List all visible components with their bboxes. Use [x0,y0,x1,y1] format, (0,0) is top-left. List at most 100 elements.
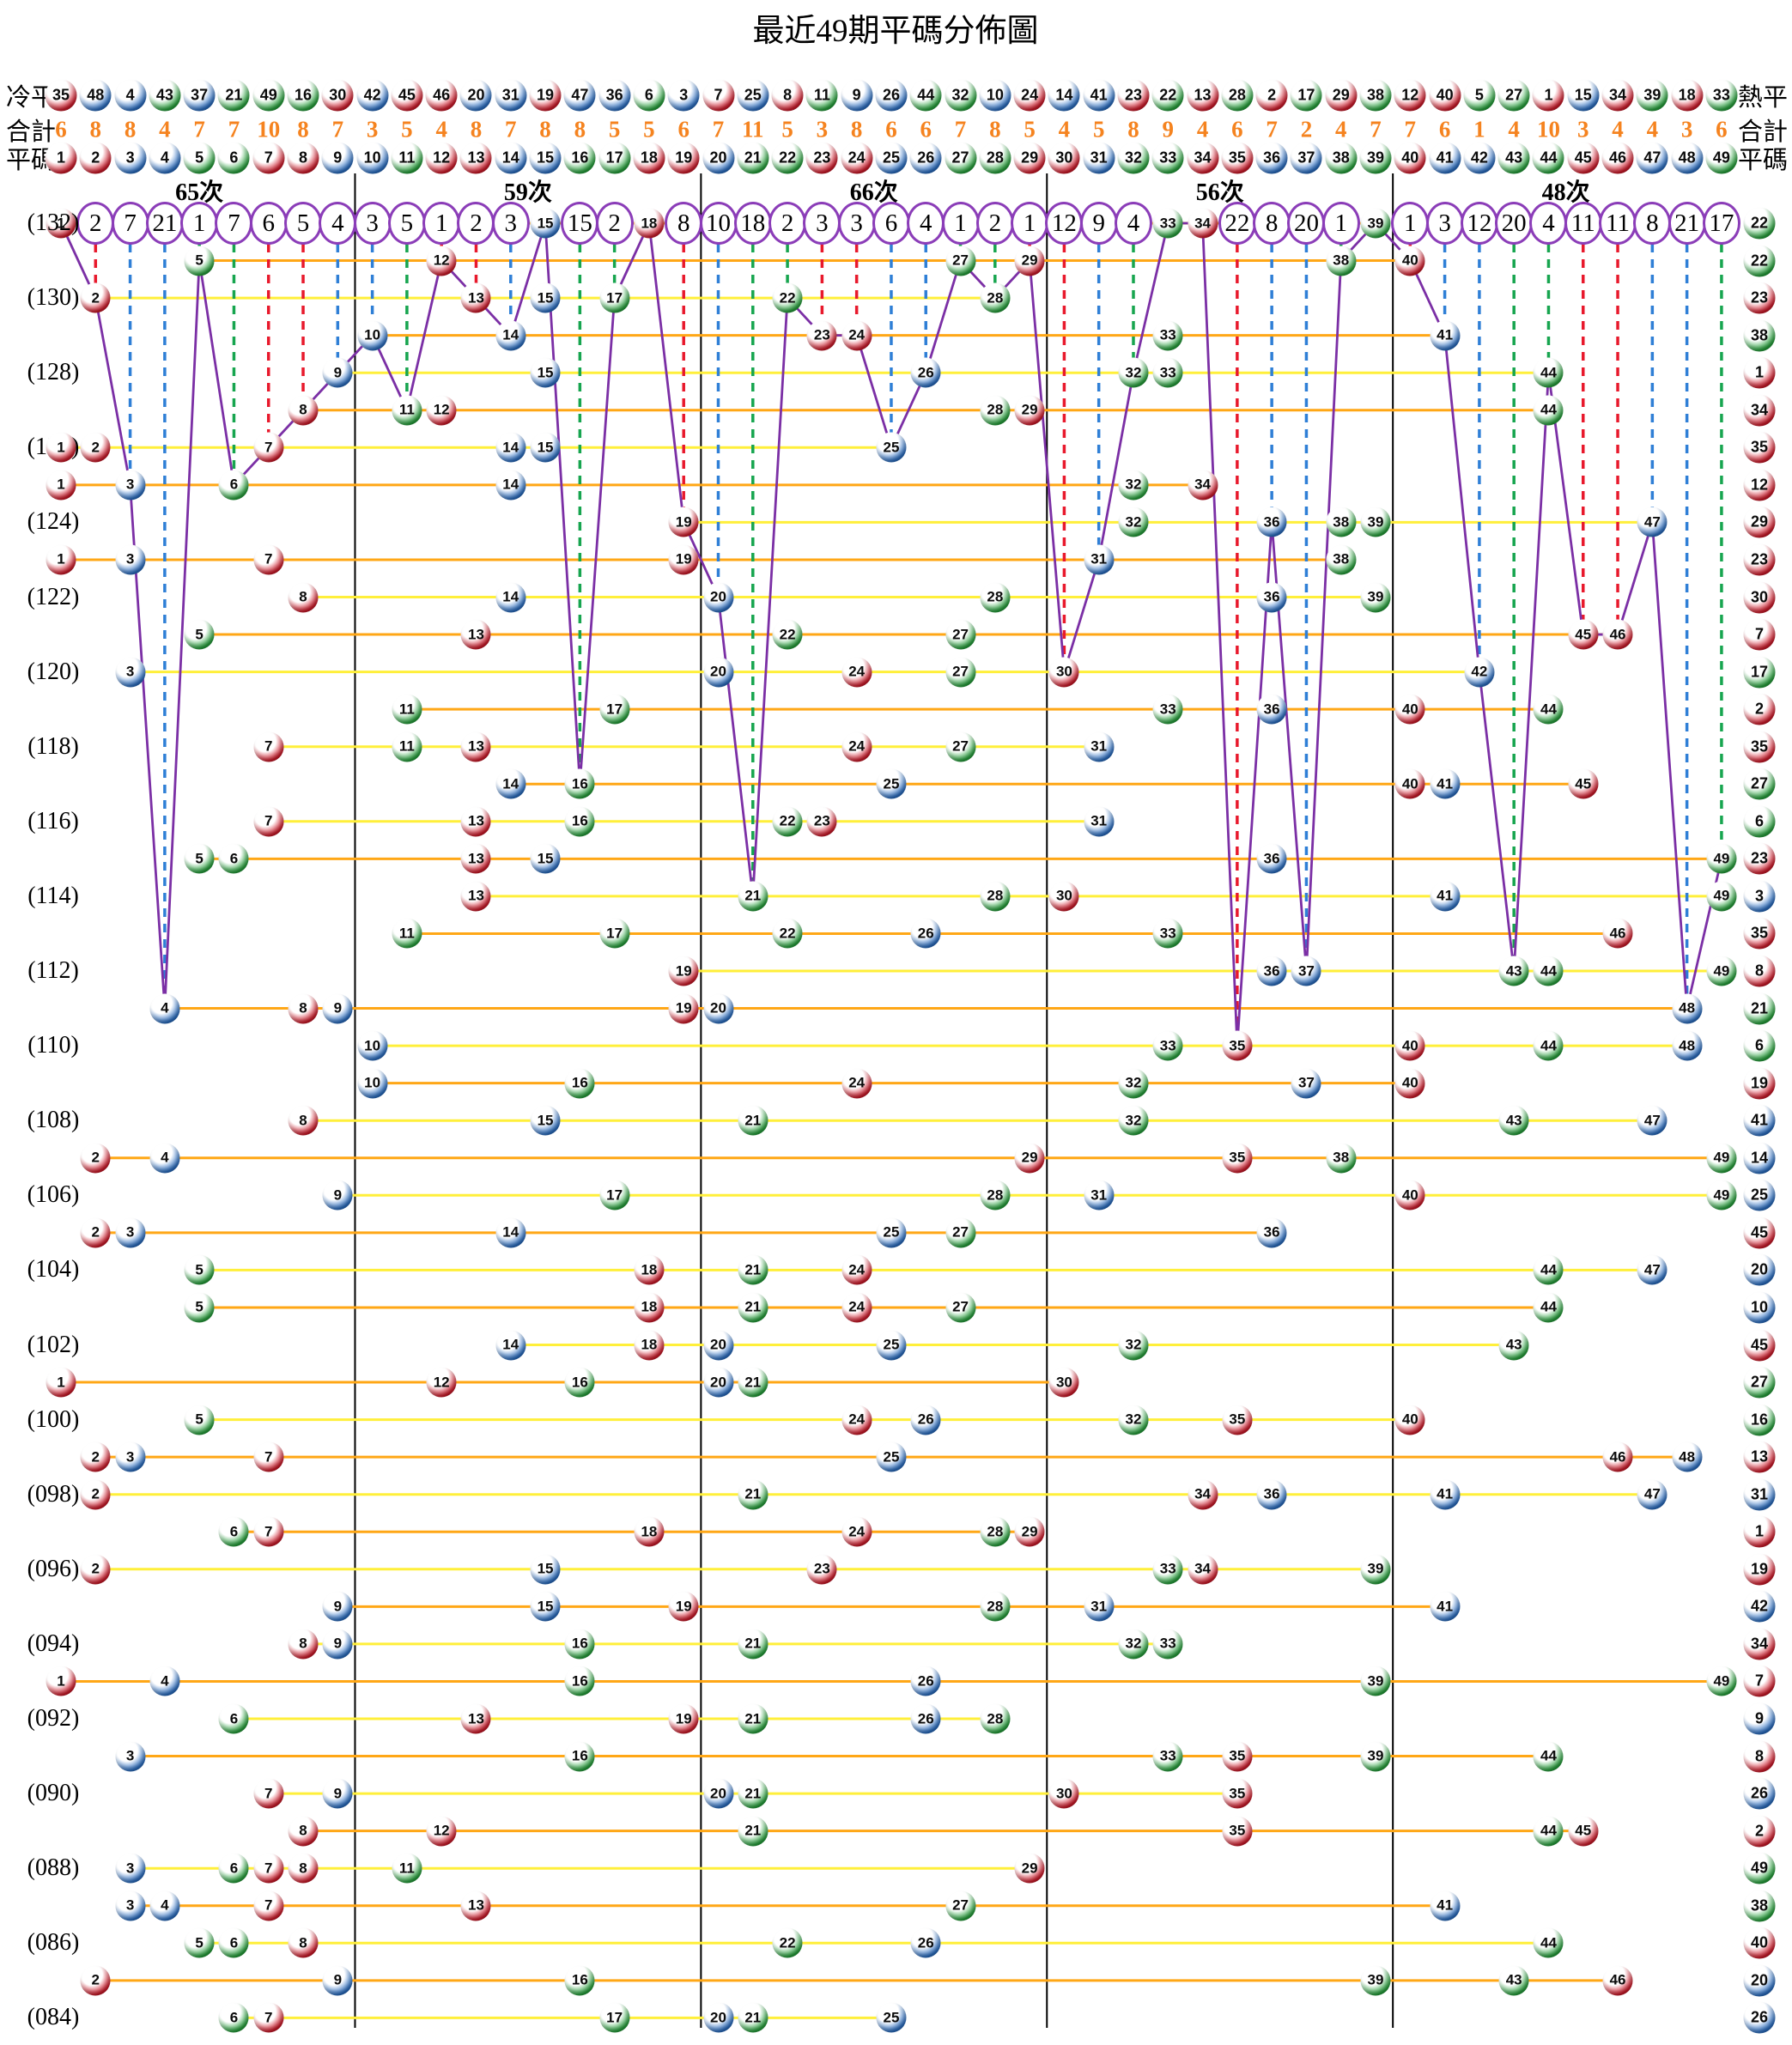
flatcode-header-ball-18: 18 [633,142,665,174]
ball-p86-n26: 26 [910,1927,941,1958]
ball-p110-n35: 35 [1222,1030,1253,1061]
ball-p126-n25: 25 [876,432,907,463]
ball-p106-n9: 9 [322,1180,353,1211]
row-label-106: (106) [27,1181,80,1209]
special-ball-p120: 17 [1743,656,1776,689]
row-label-130: (130) [27,284,80,312]
total-count-col47: 4 [1646,116,1659,143]
left-header-total-label: 合計 [5,118,57,146]
total-count-col40: 7 [1404,116,1417,143]
ball-p114-n41: 41 [1430,881,1461,912]
cold-order-ball-6: 6 [633,79,665,112]
total-count-col7: 10 [257,116,281,143]
total-count-col3: 8 [124,116,137,143]
flatcode-header-ball-2: 2 [79,142,112,174]
gap-circle-48: 21 [1667,202,1706,245]
ball-p93-n39: 39 [1360,1666,1391,1696]
ball-p85-n9: 9 [322,1965,353,1996]
ball-p107-n4: 4 [149,1143,180,1174]
total-count-col2: 8 [89,116,102,143]
total-count-col46: 4 [1612,116,1624,143]
ball-p86-n5: 5 [184,1927,215,1958]
ball-p94-n8: 8 [288,1629,319,1660]
total-count-col6: 7 [228,116,240,143]
ball-p101-n20: 20 [703,1367,733,1398]
ball-p118-n13: 13 [460,731,491,762]
ball-p91-n33: 33 [1152,1741,1183,1772]
special-ball-p117: 27 [1743,768,1776,800]
special-ball-p87: 38 [1743,1890,1776,1922]
special-ball-p103: 10 [1743,1291,1776,1324]
flatcode-header-ball-13: 13 [459,142,492,174]
ball-p111-n20: 20 [703,993,733,1024]
special-ball-p101: 27 [1743,1366,1776,1399]
ball-p125-n32: 32 [1118,470,1149,501]
ball-p112-n44: 44 [1533,956,1564,986]
ball-p108-n32: 32 [1118,1105,1149,1136]
gap-circle-41: 3 [1425,202,1464,245]
total-count-col21: 11 [742,116,764,143]
ball-p112-n36: 36 [1256,956,1287,986]
flatcode-header-ball-42: 42 [1463,142,1496,174]
ball-p120-n20: 20 [703,657,733,688]
ball-p115-n5: 5 [184,843,215,874]
ball-p84-n6: 6 [218,2002,249,2033]
cold-order-ball-33: 33 [1705,79,1738,112]
ball-p86-n6: 6 [218,1927,249,1958]
special-ball-p111: 21 [1743,992,1776,1025]
cold-order-ball-38: 38 [1359,79,1392,112]
ball-p115-n13: 13 [460,843,491,874]
flatcode-header-ball-44: 44 [1532,142,1564,174]
ball-p109-n24: 24 [841,1068,872,1099]
flatcode-header-ball-6: 6 [217,142,250,174]
special-ball-p128: 1 [1743,356,1776,389]
ball-p106-n17: 17 [599,1180,630,1211]
flatcode-header-ball-29: 29 [1013,142,1046,174]
ball-p115-n15: 15 [530,843,561,874]
ball-p101-n21: 21 [738,1367,768,1398]
special-ball-p119: 2 [1743,693,1776,725]
total-count-col44: 10 [1536,116,1560,143]
flatcode-header-ball-39: 39 [1359,142,1392,174]
ball-p100-n32: 32 [1118,1405,1149,1435]
ball-p112-n49: 49 [1706,956,1737,986]
flatcode-header-ball-45: 45 [1567,142,1600,174]
special-ball-p84: 26 [1743,2001,1776,2034]
ball-p103-n18: 18 [634,1292,665,1323]
flatcode-header-ball-28: 28 [979,142,1011,174]
flatcode-header-ball-9: 9 [321,142,354,174]
ball-p117-n41: 41 [1430,768,1461,799]
ball-p92-n13: 13 [460,1703,491,1734]
ball-p104-n5: 5 [184,1254,215,1285]
ball-p102-n32: 32 [1118,1330,1149,1360]
gap-circle-6: 7 [215,202,253,245]
ball-p100-n24: 24 [841,1405,872,1435]
ball-p115-n6: 6 [218,843,249,874]
gap-circle-45: 11 [1564,202,1602,245]
ball-p121-n5: 5 [184,619,215,650]
ball-p101-n30: 30 [1048,1367,1079,1398]
ball-p103-n5: 5 [184,1292,215,1323]
ball-p90-n21: 21 [738,1778,768,1809]
ball-p86-n22: 22 [772,1927,803,1958]
ball-p95-n19: 19 [668,1591,699,1622]
ball-p115-n36: 36 [1256,843,1287,874]
gap-circle-42: 12 [1460,202,1498,245]
ball-p127-n44: 44 [1533,395,1564,426]
ball-p88-n6: 6 [218,1853,249,1884]
ball-p120-n30: 30 [1048,657,1079,688]
cold-order-ball-48: 48 [79,79,112,112]
ball-p115-n49: 49 [1706,843,1737,874]
ball-p130-n15: 15 [530,282,561,313]
ball-p91-n39: 39 [1360,1741,1391,1772]
ball-p103-n44: 44 [1533,1292,1564,1323]
flatcode-header-ball-34: 34 [1187,142,1219,174]
ball-p84-n21: 21 [738,2002,768,2033]
special-ball-p96: 19 [1743,1553,1776,1586]
ball-p89-n35: 35 [1222,1816,1253,1847]
ball-p109-n32: 32 [1118,1068,1149,1099]
gap-circle-7: 6 [249,202,288,245]
ball-p96-n33: 33 [1152,1554,1183,1585]
ball-p119-n33: 33 [1152,694,1183,725]
special-ball-p122: 30 [1743,581,1776,613]
